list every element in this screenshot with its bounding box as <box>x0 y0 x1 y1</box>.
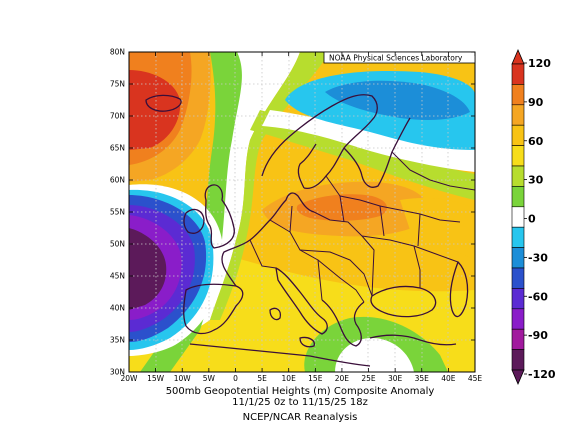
colorbar-top-arrow <box>511 48 525 65</box>
colorbar-swatch <box>511 104 525 126</box>
lon-label: 15E <box>308 374 323 383</box>
colorbar-label: 90 <box>528 96 544 109</box>
colorbar-label: -30 <box>528 251 548 264</box>
lon-label: 10W <box>174 374 192 383</box>
lat-label: 70N <box>110 112 125 121</box>
colorbar-swatch <box>511 267 525 289</box>
lat-label: 35N <box>110 336 125 345</box>
colorbar-swatch <box>511 288 525 310</box>
color-bar <box>511 48 525 386</box>
lon-label: 35E <box>415 374 430 383</box>
caption-title: 500mb Geopotential Heights (m) Composite… <box>165 386 435 397</box>
lon-label: 30E <box>388 374 403 383</box>
colorbar-swatch <box>511 247 525 269</box>
colorbar-label: -120 <box>528 368 556 381</box>
colorbar-label: 30 <box>528 174 544 187</box>
lat-lon-grid <box>129 52 475 372</box>
lat-label: 65N <box>110 144 125 153</box>
lon-label: 5E <box>257 374 267 383</box>
caption-source: NCEP/NCAR Reanalysis <box>242 412 358 423</box>
lat-label: 30N <box>110 368 125 377</box>
lon-label: 0 <box>233 374 238 383</box>
lat-label: 45N <box>110 272 125 281</box>
colorbar-swatch <box>511 206 525 228</box>
axis-ticks <box>128 51 476 373</box>
colorbar-swatch <box>511 84 525 106</box>
colorbar-swatch <box>511 165 525 187</box>
colorbar-swatch <box>511 328 525 350</box>
lat-label: 80N <box>110 48 125 57</box>
lat-label: 40N <box>110 304 125 313</box>
lon-label: 10E <box>282 374 297 383</box>
lon-label: 40E <box>441 374 456 383</box>
colorbar-label: 120 <box>528 57 551 70</box>
colorbar-label: 60 <box>528 135 544 148</box>
colorbar-swatch <box>511 63 525 85</box>
color-bar-labels: 120 90 60 30 0 -30 -60 -90 -120 <box>524 57 556 381</box>
credit-box: NOAA Physical Sciences Laboratory <box>323 51 476 64</box>
colorbar-label: -90 <box>528 329 548 342</box>
colorbar-swatch <box>511 308 525 330</box>
credit-text: NOAA Physical Sciences Laboratory <box>329 54 463 63</box>
lon-label: 15W <box>147 374 165 383</box>
colorbar-label: -60 <box>528 290 548 303</box>
caption-date-range: 11/1/25 0z to 11/15/25 18z <box>232 397 368 408</box>
lon-label: 20E <box>335 374 350 383</box>
lat-label: 55N <box>110 208 125 217</box>
colorbar-swatch <box>511 145 525 167</box>
colorbar-swatch <box>511 226 525 248</box>
latitude-labels: 30N 35N 40N 45N 50N 55N 60N 65N 70N 75N 80N <box>110 48 125 377</box>
colorbar-swatch <box>511 186 525 208</box>
lat-label: 60N <box>110 176 125 185</box>
colorbar-label: 0 <box>528 213 536 226</box>
lat-label: 50N <box>110 240 125 249</box>
coastlines-and-borders <box>145 94 475 367</box>
lon-label: 25E <box>361 374 376 383</box>
colorbar-swatch <box>511 124 525 146</box>
longitude-labels: 20W 15W 10W 5W 0 5E 10E 15E 20E 25E 30E 35E 40E 45E <box>121 374 483 383</box>
lon-label: 5W <box>203 374 216 383</box>
lon-label: 20W <box>121 374 139 383</box>
colorbar-swatch <box>511 349 525 371</box>
lat-label: 75N <box>110 80 125 89</box>
colorbar-bottom-arrow <box>511 369 525 386</box>
lon-label: 45E <box>468 374 483 383</box>
